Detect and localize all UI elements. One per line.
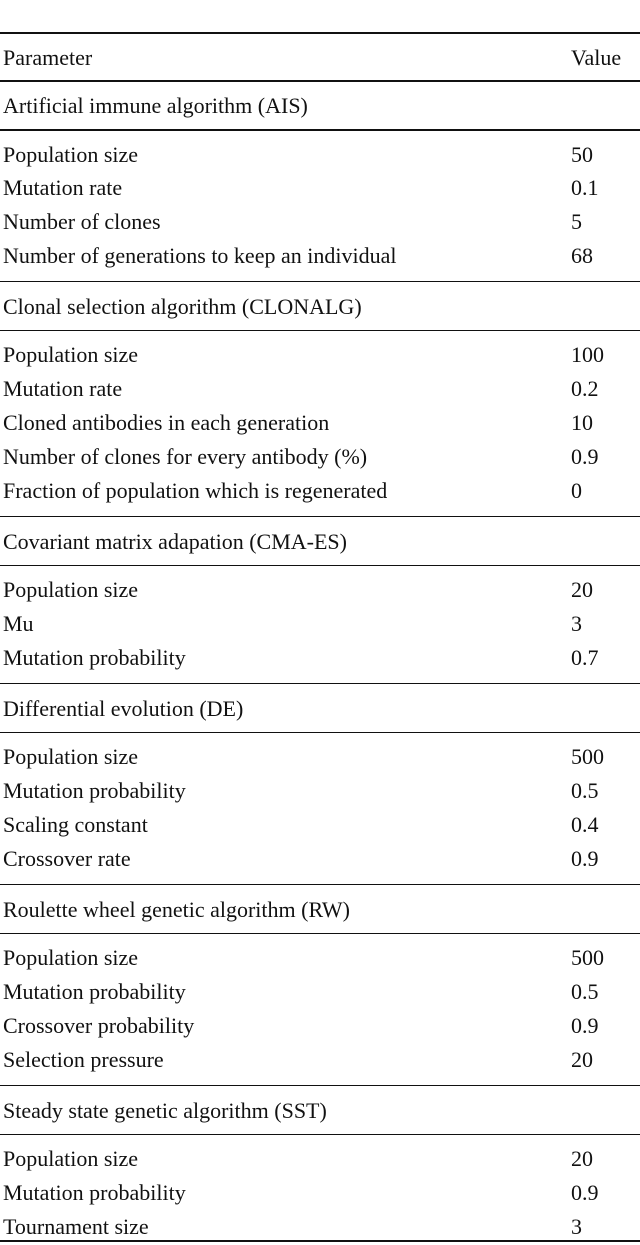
parameter-cell: Mu: [3, 610, 34, 636]
parameter-cell: Mutation rate: [3, 175, 123, 201]
parameter-cell: Mutation probability: [3, 778, 186, 803]
parameter-cell: Fraction of population which is regenera…: [3, 477, 388, 503]
value-cell: 0: [571, 477, 582, 503]
table-rule: [0, 281, 640, 283]
parameter-cell: Population size: [3, 577, 139, 603]
parameter-cell: Number of generations to keep an individ…: [3, 242, 397, 268]
value-cell: 500: [571, 744, 604, 770]
section-title: Steady state genetic algorithm (SST): [3, 1097, 327, 1123]
table-rule: [0, 933, 640, 935]
parameter-cell: Number of clones: [3, 209, 161, 235]
parameter-cell: Population size: [3, 744, 139, 770]
value-cell: 0.9: [571, 1012, 599, 1038]
value-cell: 0.5: [571, 978, 599, 1004]
value-cell: 500: [571, 945, 604, 971]
value-cell: 0.4: [571, 811, 599, 837]
parameter-cell: Selection pressure: [3, 1046, 164, 1072]
table-rule: [0, 80, 640, 82]
value-cell: 50: [571, 141, 593, 167]
table-rule: [0, 1084, 640, 1087]
value-cell: 0.5: [571, 778, 599, 803]
header-cell: Value: [571, 45, 622, 70]
value-cell: 5: [571, 209, 582, 235]
table-rule: [0, 683, 640, 685]
parameter-cell: Population size: [3, 342, 139, 368]
parameter-cell: Population size: [3, 1146, 139, 1171]
parameter-cell: Crossover rate: [3, 845, 131, 871]
table-rule: [0, 330, 640, 332]
value-cell: 0.7: [571, 644, 599, 670]
table-rule: [0, 565, 640, 567]
value-cell: 20: [571, 1146, 593, 1171]
value-cell: 0.9: [571, 443, 599, 469]
table-rule: [0, 732, 640, 734]
parameter-cell: Population size: [3, 945, 139, 971]
parameter-cell: Tournament size: [3, 1213, 149, 1239]
header-cell: Parameter: [3, 45, 93, 70]
parameter-cell: Mutation probability: [3, 644, 186, 670]
section-title: Artificial immune algorithm (AIS): [3, 93, 308, 118]
value-cell: 0.1: [571, 175, 599, 201]
value-cell: 0.2: [571, 376, 599, 402]
table-rule: [0, 1133, 640, 1136]
section-title: Clonal selection algorithm (CLONALG): [3, 293, 362, 319]
parameter-cell: Population size: [3, 141, 139, 167]
section-title: Covariant matrix adapation (CMA-ES): [3, 528, 347, 554]
table-rule: [0, 884, 640, 886]
parameter-cell: Scaling constant: [3, 811, 148, 837]
parameter-cell: Mutation probability: [3, 1179, 186, 1205]
table-rule: [0, 1240, 640, 1242]
table-rule: [0, 32, 640, 34]
value-cell: 3: [571, 610, 582, 636]
value-cell: 20: [571, 1046, 593, 1072]
value-cell: 0.9: [571, 845, 599, 871]
section-title: Differential evolution (DE): [3, 695, 244, 721]
table-rule: [0, 129, 640, 131]
parameter-cell: Number of clones for every antibody (%): [3, 443, 368, 469]
value-cell: 20: [571, 577, 593, 603]
value-cell: 0.9: [571, 1179, 599, 1205]
parameter-cell: Cloned antibodies in each generation: [3, 410, 330, 435]
section-title: Roulette wheel genetic algorithm (RW): [3, 896, 351, 922]
parameter-cell: Mutation rate: [3, 376, 123, 402]
value-cell: 68: [571, 242, 593, 268]
value-cell: 3: [571, 1213, 582, 1239]
table-rule: [0, 516, 640, 518]
value-cell: 100: [571, 342, 604, 368]
parameter-cell: Crossover probability: [3, 1012, 195, 1038]
parameter-cell: Mutation probability: [3, 978, 186, 1004]
value-cell: 10: [571, 410, 593, 435]
